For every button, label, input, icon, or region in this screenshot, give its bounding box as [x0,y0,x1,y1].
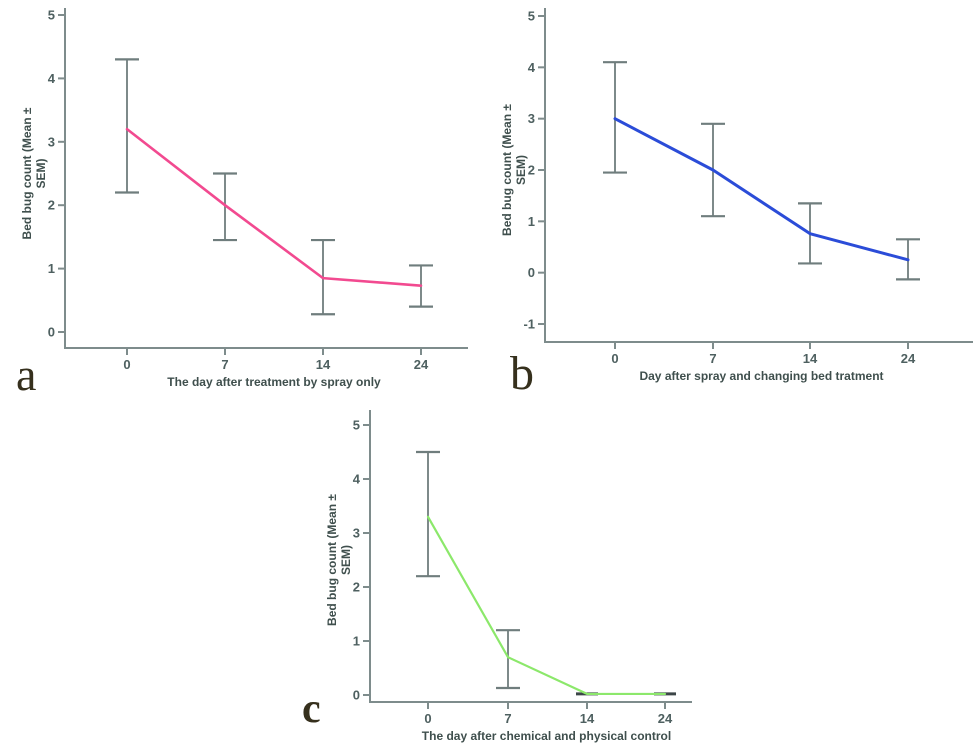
chart-b-line-plot: -1 0 1 2 3 4 5 0 7 14 24 Day after spray and changi… [500,8,973,383]
y-tick-label: 2 [528,163,535,178]
x-tick-label: 7 [221,357,228,372]
chart-panel-b: -1 0 1 2 3 4 5 0 7 14 24 Day after spray and changi… [490,0,977,400]
x-tick-label: 24 [414,357,429,372]
chart-a-line-plot: 0 1 2 3 4 5 0 7 14 24 The day after treatment by s… [20,8,468,389]
y-tick-label: 0 [353,688,360,703]
x-tick-label: 14 [803,351,818,366]
y-tick-label: 3 [48,134,55,149]
axis-lines [544,8,973,343]
y-tick-label: 1 [353,634,360,649]
y-axis-title: Bed bug count (Mean ± [20,107,34,239]
mean-series-line [613,117,910,262]
y-tick-label: 2 [48,198,55,213]
x-tick-label: 0 [424,711,431,726]
panel-letter-a: a [16,349,37,400]
y-axis-title: SEM) [339,545,353,575]
x-tick-label: 14 [580,711,595,726]
panel-letter-b: b [510,347,534,400]
y-tick-label: 5 [353,418,360,433]
x-tick-label: 24 [901,351,916,366]
mean-series-line [125,127,423,288]
x-tick-label: 14 [316,357,331,372]
y-tick-label: -1 [523,317,535,332]
y-tick-label: 1 [528,214,535,229]
y-tick-label: 4 [48,71,56,86]
y-axis-title: SEM) [514,155,528,185]
x-tick-label: 7 [504,711,511,726]
x-axis-title: The day after treatment by spray only [167,375,381,389]
chart-panel-a: 0 1 2 3 4 5 0 7 14 24 The day after treatment by s… [0,0,480,400]
y-tick-label: 5 [528,9,535,24]
x-tick-label: 0 [611,351,618,366]
y-tick-label: 5 [48,8,55,23]
y-tick-label: 0 [48,325,55,340]
y-tick-label: 4 [528,60,536,75]
y-tick-label: 4 [353,472,361,487]
mean-series-line [426,515,667,696]
y-tick-label: 3 [353,526,360,541]
axis-lines [64,8,468,349]
axis-lines [369,410,692,703]
panel-letter-c: c [302,686,321,732]
chart-panel-c: 0 1 2 3 4 5 0 7 14 24 The day after chemical and p… [280,400,730,751]
x-tick-label: 7 [709,351,716,366]
x-axis-title: Day after spray and changing bed tratmen… [639,369,883,383]
y-axis-title: Bed bug count (Mean ± [500,104,514,236]
y-tick-label: 3 [528,111,535,126]
x-tick-label: 24 [658,711,673,726]
chart-c-line-plot: 0 1 2 3 4 5 0 7 14 24 The day after chemical and p… [325,410,692,743]
y-axis-title: SEM) [34,158,48,188]
y-axis-title: Bed bug count (Mean ± [325,494,339,626]
y-tick-label: 0 [528,265,535,280]
x-tick-label: 0 [123,357,130,372]
x-axis-title: The day after chemical and physical cont… [422,729,671,743]
y-tick-label: 1 [48,261,55,276]
y-tick-label: 2 [353,580,360,595]
